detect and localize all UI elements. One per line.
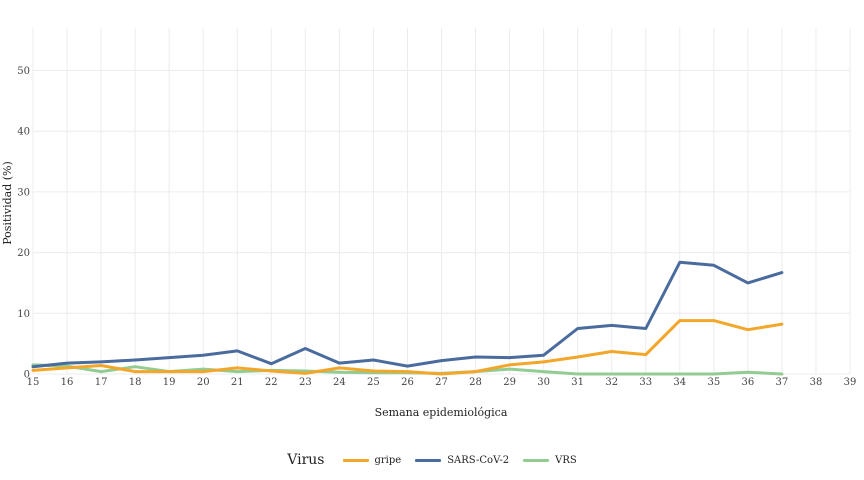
legend: Virus gripe SARS-CoV-2 VRS xyxy=(0,449,864,471)
x-tick-label: 39 xyxy=(844,377,857,388)
x-tick-label: 24 xyxy=(333,377,346,388)
x-tick-label: 22 xyxy=(265,377,278,388)
legend-item-gripe: gripe xyxy=(342,454,402,466)
x-tick-label: 15 xyxy=(27,377,40,388)
x-tick-label: 27 xyxy=(435,377,448,388)
legend-title: Virus xyxy=(287,452,325,468)
x-axis-ticks: 15 16 17 18 19 20 21 22 23 24 25 26 27 28 29 30 31 32 33 34… xyxy=(27,377,857,388)
y-axis-ticks: 0 10 20 30 40 50 xyxy=(17,66,30,381)
x-tick-label: 20 xyxy=(197,377,210,388)
x-tick-label: 16 xyxy=(61,377,74,388)
legend-label-sars-cov-2: SARS-CoV-2 xyxy=(447,454,510,466)
y-axis-title: Positividad (%) xyxy=(1,161,14,245)
y-tick-label: 50 xyxy=(17,66,30,77)
x-tick-label: 30 xyxy=(537,377,550,388)
y-tick-label: 40 xyxy=(17,127,30,138)
x-tick-label: 17 xyxy=(95,377,108,388)
legend-label-gripe: gripe xyxy=(374,454,402,466)
x-tick-label: 19 xyxy=(163,377,176,388)
x-tick-label: 21 xyxy=(231,377,244,388)
x-tick-label: 31 xyxy=(571,377,584,388)
x-tick-label: 23 xyxy=(299,377,312,388)
legend-swatch-vrs xyxy=(523,458,550,462)
x-tick-label: 35 xyxy=(707,377,720,388)
line-chart: 0 10 20 30 40 50 15 16 17 18 19 20 21 22 23 24 25 26 27 28… xyxy=(1,28,857,419)
x-tick-label: 25 xyxy=(367,377,380,388)
legend-item-vrs: VRS xyxy=(523,455,577,466)
x-tick-label: 28 xyxy=(469,377,482,388)
y-tick-label: 10 xyxy=(17,309,30,320)
legend-item-sars-cov-2: SARS-CoV-2 xyxy=(415,455,509,466)
x-tick-label: 34 xyxy=(673,377,686,388)
series-line-sars-cov-2 xyxy=(31,260,784,369)
x-tick-label: 36 xyxy=(742,377,755,388)
legend-swatch-sars-cov-2 xyxy=(415,458,442,462)
x-tick-label: 26 xyxy=(401,377,414,388)
legend-swatch-gripe xyxy=(342,458,369,462)
y-tick-label: 30 xyxy=(17,187,30,198)
y-tick-label: 0 xyxy=(24,370,30,381)
series-line-gripe xyxy=(31,319,784,376)
legend-label-vrs: VRS xyxy=(555,454,577,466)
x-tick-label: 38 xyxy=(810,377,823,388)
series-lines xyxy=(31,260,784,376)
x-tick-label: 18 xyxy=(129,377,142,388)
x-tick-label: 33 xyxy=(639,377,652,388)
x-axis-title: Semana epidemiológica xyxy=(375,406,508,419)
grid-lines xyxy=(32,28,851,375)
x-tick-label: 37 xyxy=(776,377,789,388)
y-tick-label: 20 xyxy=(17,248,30,259)
x-tick-label: 32 xyxy=(605,377,618,388)
x-tick-label: 29 xyxy=(503,377,516,388)
